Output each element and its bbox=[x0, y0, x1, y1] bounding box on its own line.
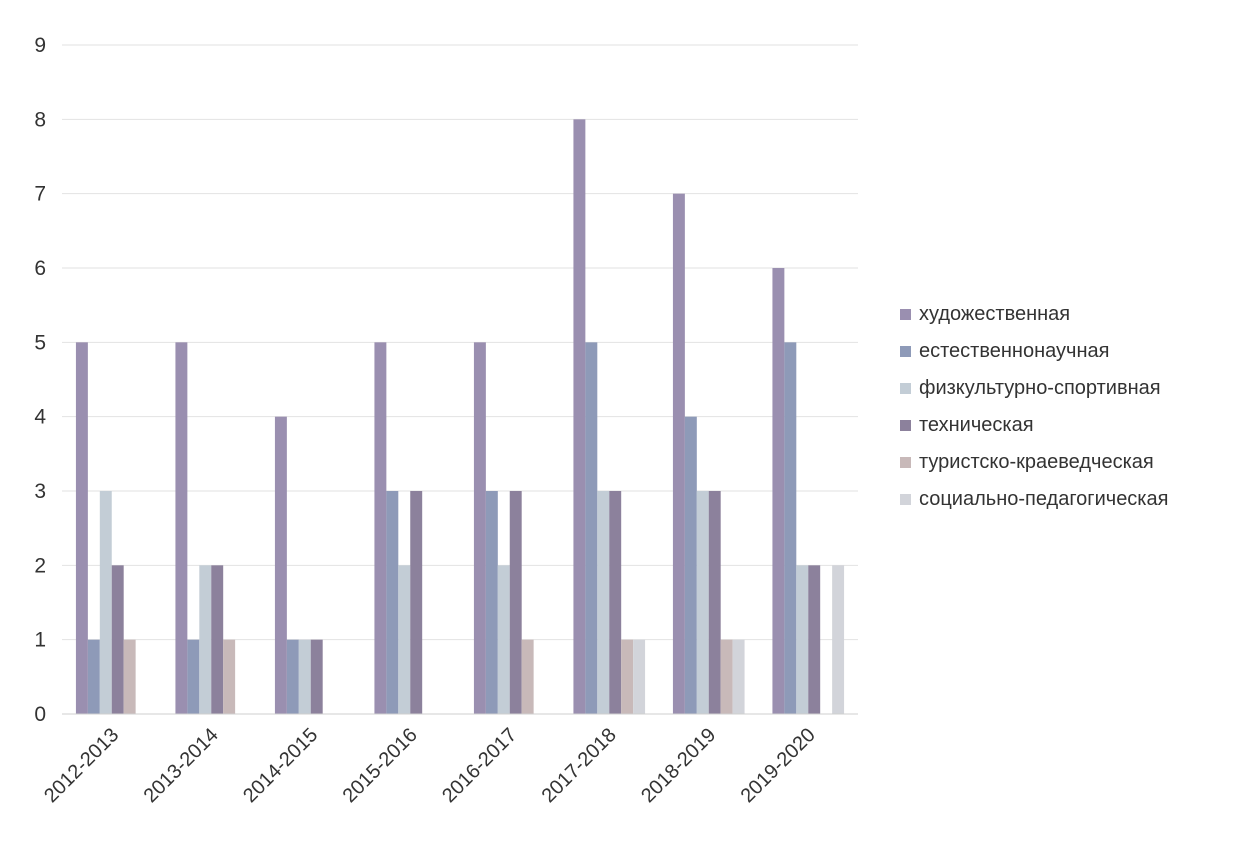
bar bbox=[398, 565, 411, 714]
bar bbox=[708, 491, 721, 714]
bar bbox=[87, 639, 100, 714]
bar bbox=[585, 342, 598, 714]
y-tick-label: 3 bbox=[34, 480, 46, 503]
bar bbox=[223, 639, 236, 714]
legend-swatch bbox=[900, 420, 911, 431]
y-tick-label: 6 bbox=[34, 257, 46, 280]
bar bbox=[211, 565, 224, 714]
x-tick-label: 2014-2015 bbox=[239, 724, 322, 807]
bar bbox=[573, 119, 586, 715]
legend-swatch bbox=[900, 309, 911, 320]
bar bbox=[497, 565, 510, 714]
bar bbox=[609, 491, 622, 714]
bar bbox=[187, 639, 200, 714]
bar bbox=[684, 416, 697, 714]
legend-label: социально-педагогическая bbox=[919, 488, 1169, 510]
x-tick-label: 2019-2020 bbox=[737, 724, 820, 807]
legend-item: художественная bbox=[900, 296, 1168, 333]
bar bbox=[410, 491, 423, 714]
bar bbox=[784, 342, 797, 714]
y-tick-labels: 0 1 2 3 4 5 6 7 8 9 bbox=[34, 34, 46, 726]
bar bbox=[286, 639, 299, 714]
bar bbox=[633, 639, 646, 714]
bar bbox=[485, 491, 498, 714]
legend: художественная естественнонаучная физкульт… bbox=[900, 296, 1168, 518]
bar bbox=[123, 639, 136, 714]
bar bbox=[386, 491, 399, 714]
y-tick-label: 2 bbox=[34, 554, 46, 577]
bar bbox=[672, 193, 685, 714]
x-tick-label: 2013-2014 bbox=[140, 724, 223, 807]
bar bbox=[621, 639, 634, 714]
legend-item: туристско-краеведческая bbox=[900, 444, 1168, 481]
legend-swatch bbox=[900, 457, 911, 468]
bar bbox=[772, 268, 785, 714]
legend-label: туристско-краеведческая bbox=[919, 451, 1154, 473]
bar bbox=[199, 565, 212, 714]
x-tick-label: 2016-2017 bbox=[438, 724, 521, 807]
bar bbox=[298, 639, 311, 714]
legend-item: естественнонаучная bbox=[900, 333, 1168, 370]
bar bbox=[175, 342, 188, 714]
x-tick-label: 2018-2019 bbox=[637, 724, 720, 807]
y-tick-label: 7 bbox=[34, 183, 46, 206]
y-tick-label: 4 bbox=[34, 406, 46, 429]
bar bbox=[696, 491, 709, 714]
y-tick-label: 1 bbox=[34, 629, 46, 652]
y-tick-label: 9 bbox=[34, 34, 46, 57]
x-tick-label: 2015-2016 bbox=[339, 724, 422, 807]
bar bbox=[509, 491, 522, 714]
bar bbox=[521, 639, 534, 714]
legend-swatch bbox=[900, 494, 911, 505]
legend-item: техническая bbox=[900, 407, 1168, 444]
bar bbox=[796, 565, 809, 714]
legend-label: физкультурно-спортивная bbox=[919, 377, 1161, 399]
y-tick-label: 8 bbox=[34, 108, 46, 131]
x-tick-labels: 2012-2013 2013-2014 2014-2015 2015-2016 2016… bbox=[40, 724, 820, 807]
bar bbox=[720, 639, 733, 714]
legend-label: естественнонаучная bbox=[919, 340, 1110, 362]
bar bbox=[310, 639, 323, 714]
bar bbox=[99, 491, 112, 714]
y-tick-label: 5 bbox=[34, 331, 46, 354]
y-tick-label: 0 bbox=[34, 703, 46, 726]
legend-swatch bbox=[900, 383, 911, 394]
legend-item: социально-педагогическая bbox=[900, 481, 1168, 518]
bar bbox=[75, 342, 88, 714]
legend-label: техническая bbox=[919, 414, 1034, 436]
legend-swatch bbox=[900, 346, 911, 357]
bar bbox=[473, 342, 486, 714]
bar bbox=[374, 342, 387, 714]
bar bbox=[597, 491, 610, 714]
legend-item: физкультурно-спортивная bbox=[900, 370, 1168, 407]
bar bbox=[808, 565, 821, 714]
gridlines bbox=[62, 44, 858, 641]
bar bbox=[732, 639, 745, 714]
x-tick-label: 2012-2013 bbox=[40, 724, 123, 807]
bar bbox=[832, 565, 845, 714]
bars bbox=[75, 119, 845, 715]
bar bbox=[111, 565, 124, 714]
x-tick-label: 2017-2018 bbox=[538, 724, 621, 807]
legend-label: художественная bbox=[919, 303, 1071, 325]
bar bbox=[274, 416, 287, 714]
